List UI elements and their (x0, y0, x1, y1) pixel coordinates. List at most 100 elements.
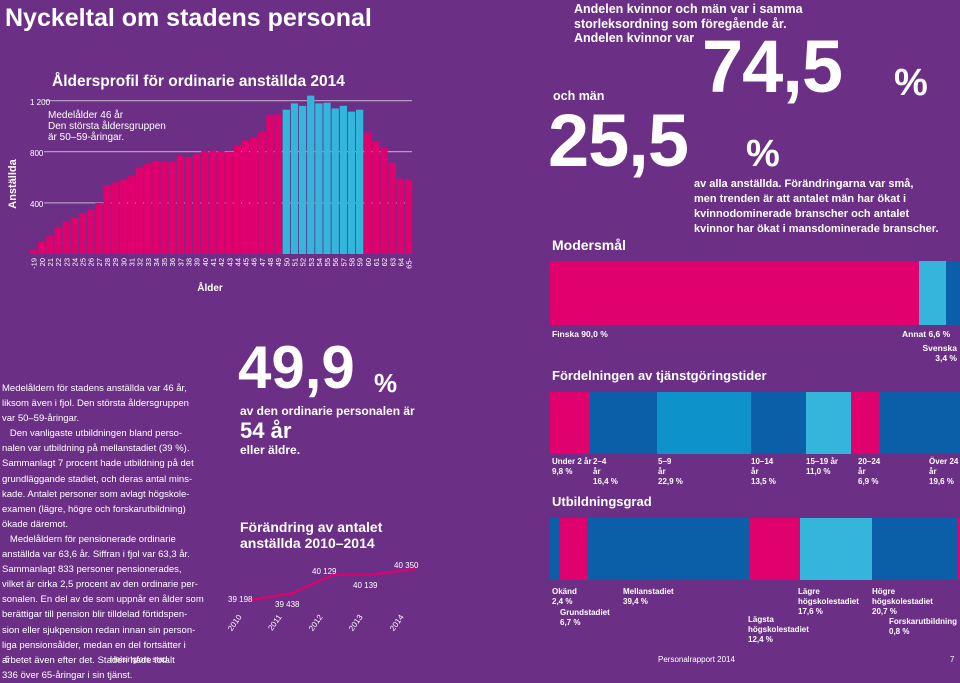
age-bar (225, 151, 233, 254)
share-over-percent: % (374, 368, 398, 398)
segment-label: Mellanstadiet 39,4 % (623, 587, 674, 607)
staff-value-label: 40 139 (353, 581, 378, 590)
segment-label-line: 2–4 (593, 457, 607, 466)
body-text-line: berättigar till pension blir tilldelad f… (2, 609, 188, 621)
x-tick-label: 61 (372, 258, 381, 266)
x-tick-label: 21 (46, 258, 55, 266)
x-tick-label: 40 (201, 258, 210, 266)
bar-segment (559, 518, 588, 580)
staff-change-heading: Förändring av antalet anställda 2010–201… (240, 519, 382, 551)
gender-comment-line: kvinnodominerade branscher och antalet (694, 208, 910, 220)
segment-label-line: 12,4 % (748, 635, 773, 644)
y-axis-label: Anställda (7, 158, 19, 208)
body-text-line: Sammanlagt 7 procent hade utbildning på … (2, 458, 194, 470)
gender-comment-line: men trenden är att antalet män har ökat … (694, 193, 907, 205)
segment-label: Under 2 år 9,8 % (552, 457, 592, 477)
bar-segment (550, 261, 919, 325)
staff-change-heading-line: Förändring av antalet (240, 519, 383, 535)
segment-label-line: 16,4 % (593, 477, 618, 486)
x-tick-label: 41 (209, 258, 218, 266)
year-label: 2013 (347, 613, 365, 633)
share-over-value: 49,9 (238, 334, 355, 401)
segment-label: Grundstadiet 6,7 % (560, 608, 610, 628)
segment-label-line: 9,8 % (552, 467, 573, 476)
page-title: Nyckeltal om stadens personal (5, 4, 372, 32)
bar-segment (851, 392, 880, 454)
staff-point (250, 598, 254, 602)
x-tick-label: 60 (364, 258, 373, 266)
y-tick-label: 800 (30, 149, 44, 158)
segment-label-line: 6,7 % (560, 618, 581, 627)
staff-point (331, 573, 335, 577)
year-label: 2012 (307, 613, 325, 633)
segment-label-line: 5–9 (658, 457, 672, 466)
segment-label-line: Högre (872, 587, 896, 596)
age-bar (290, 103, 299, 254)
x-tick-label: 64 (396, 258, 405, 266)
age-bar (380, 148, 388, 254)
year-label: 2010 (226, 613, 244, 633)
segment-label-line: Grundstadiet (560, 608, 610, 617)
body-text: Medelåldern för stadens anställda var 46… (2, 381, 224, 683)
age-bar (388, 162, 396, 254)
age-bar (168, 161, 176, 254)
x-tick-label: 38 (185, 258, 194, 266)
bar-segment (550, 392, 591, 454)
staff-value-label: 40 129 (312, 567, 337, 576)
x-tick-label: 56 (331, 258, 340, 266)
segment-label-line: 10–14 (751, 457, 774, 466)
segment-label: 10–14 år 13,5 % (751, 457, 776, 487)
segment-label-line: år (858, 467, 866, 476)
segment-label-line: 15–19 år (806, 457, 839, 466)
body-text-line: var 50–59-åringar. (2, 413, 80, 425)
segment-label-line: Lägsta (748, 615, 774, 624)
x-tick-label: 47 (258, 258, 267, 266)
age-note-line: är 50–59-åringar. (48, 132, 125, 143)
segment-label-line: 20–24 (858, 457, 881, 466)
segment-label-line: 19,6 % (929, 477, 954, 486)
x-tick-label: 24 (70, 258, 79, 266)
svenska-label: Svenska (922, 343, 958, 353)
age-bar (339, 105, 347, 254)
segment-label-line: Forskarutbildning (889, 617, 957, 626)
x-tick-label: 30 (119, 258, 128, 266)
x-tick-label: 54 (315, 258, 324, 266)
x-tick-label: 50 (282, 258, 291, 266)
age-bar (274, 114, 282, 254)
bar-segment (748, 518, 800, 580)
x-tick-label: 31 (127, 258, 136, 266)
age-bar (396, 178, 405, 254)
segment-label-line: 39,4 % (623, 597, 648, 606)
body-text-line: sonalen. En del av de som uppnår en ålde… (2, 594, 204, 606)
age-bar (127, 176, 136, 254)
x-tick-label: 23 (62, 258, 71, 266)
segment-label-line: Över 24 (929, 457, 959, 466)
body-text-line: Medelåldern för stadens anställda var 46… (2, 383, 187, 394)
gender-comment-line: kvinnor har ökat i mansdominerade bransc… (694, 223, 939, 235)
age-bar (372, 141, 380, 254)
age-bar (46, 236, 54, 254)
bar-segment (956, 518, 960, 580)
age-bar (201, 151, 209, 254)
education-bar (550, 518, 960, 580)
x-tick-label: 45 (242, 258, 251, 266)
x-tick-label: 26 (87, 258, 96, 266)
x-tick-label: 59 (356, 258, 365, 266)
bar-segment (550, 518, 560, 580)
age-bar (119, 179, 127, 254)
bar-segment (587, 518, 749, 580)
gender-comment: av alla anställda. Förändringarna var sm… (694, 177, 939, 237)
x-tick-label: 33 (144, 258, 153, 266)
segment-label: Okänd 2,4 % (552, 587, 577, 607)
age-bar (176, 155, 184, 254)
age-bar (282, 109, 290, 254)
age-bar (217, 151, 225, 254)
x-tick-label: 65- (405, 258, 414, 269)
age-bar (70, 217, 79, 254)
age-bar (307, 95, 315, 255)
bar-segment (919, 261, 947, 325)
education-heading: Utbildningsgrad (552, 494, 652, 509)
x-tick-label: 51 (290, 258, 299, 266)
body-text-line: Sammanlagt 833 personer pensionerades, (2, 564, 182, 576)
bar-segment (799, 518, 872, 580)
